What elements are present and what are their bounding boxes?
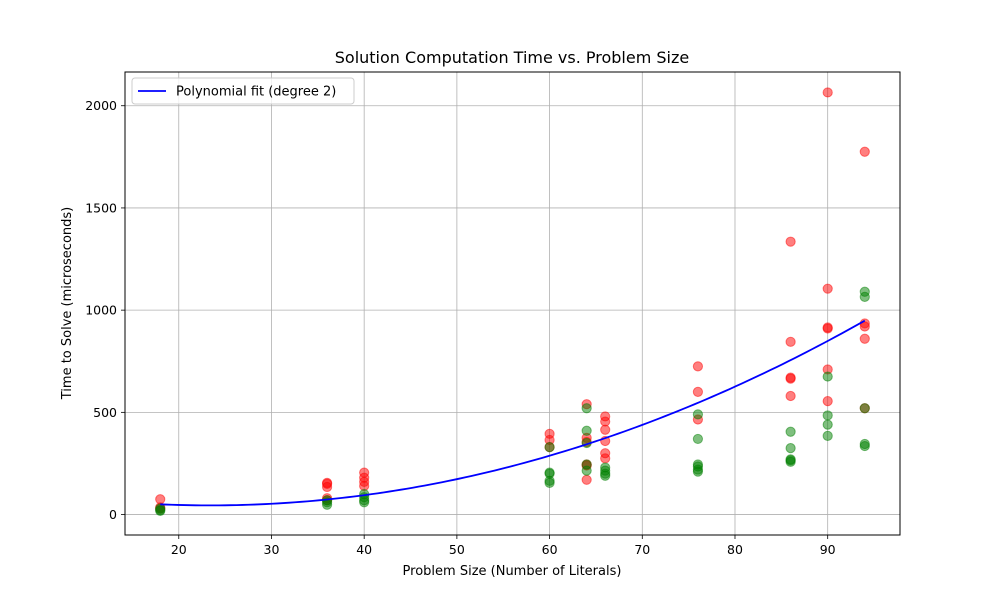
scatter-point-red <box>600 453 611 464</box>
scatter-point-green <box>581 425 592 436</box>
chart-title: Solution Computation Time vs. Problem Si… <box>335 48 689 67</box>
y-tick-label: 500 <box>93 405 117 420</box>
scatter-point-green <box>581 465 592 476</box>
x-tick-label: 30 <box>264 542 280 557</box>
scatter-point-green <box>692 409 704 420</box>
scatter-point-green <box>822 419 833 430</box>
scatter-point-red <box>581 474 592 485</box>
scatter-point-green <box>785 426 796 437</box>
scatter-point-red <box>600 424 611 435</box>
polynomial-fit-line <box>160 319 866 507</box>
scatter-point-red <box>859 333 870 344</box>
scatter-point-green <box>785 443 796 454</box>
scatter-point-red <box>785 236 796 247</box>
x-tick-label: 90 <box>820 542 836 557</box>
scatter-point-red <box>785 373 796 384</box>
plot-area <box>125 72 900 535</box>
scatter-point-green <box>155 505 166 516</box>
scatter-point-red <box>785 390 796 402</box>
scatter-point-red <box>692 386 704 398</box>
x-tick-label: 40 <box>356 542 372 557</box>
x-tick-label: 70 <box>634 542 650 557</box>
scatter-point-green <box>822 430 833 441</box>
scatter-point-green <box>822 410 833 421</box>
x-tick-label: 60 <box>542 542 558 557</box>
legend-box <box>131 77 355 105</box>
scatter-point-green <box>321 499 333 510</box>
scatter-point-green <box>544 442 555 453</box>
y-tick-label: 0 <box>109 507 117 522</box>
scatter-point-green <box>859 403 870 414</box>
scatter-point-red <box>321 481 333 493</box>
scatter-point-green <box>785 456 796 467</box>
axis-ticks: 20 30 40 50 60 70 80 90 0 500 1000 1500 2000 <box>85 98 836 557</box>
y-axis-label: Time to Solve (microseconds) <box>60 207 75 401</box>
scatter-point-red <box>785 336 796 347</box>
legend-label-fit: Polynomial fit (degree 2) <box>176 85 336 100</box>
scatter-point-green <box>600 470 611 481</box>
legend: Polynomial fit (degree 2) <box>131 77 355 105</box>
x-tick-label: 80 <box>727 542 743 557</box>
scatter-point-red <box>822 87 833 98</box>
y-tick-label: 1000 <box>85 303 117 318</box>
scatter-point-red <box>692 361 704 372</box>
scatter-point-green <box>859 440 870 452</box>
y-tick-label: 1500 <box>85 200 117 215</box>
scatter-point-green <box>859 291 870 302</box>
fit-layer <box>160 319 866 507</box>
scatter-point-red <box>859 146 870 157</box>
scatter-point-red <box>822 323 833 334</box>
x-axis-label: Problem Size (Number of Literals) <box>403 564 622 579</box>
scatter-point-green <box>692 466 704 477</box>
plot-frame <box>124 71 901 536</box>
x-tick-label: 20 <box>171 542 187 557</box>
y-tick-label: 2000 <box>85 98 117 113</box>
scatter-point-red <box>822 283 833 294</box>
scatter-point-green <box>822 371 833 382</box>
scatter-point-green <box>359 497 370 508</box>
scatter-point-green <box>692 433 704 445</box>
grid <box>125 72 900 535</box>
scatter-point-red <box>859 321 870 332</box>
scatter-point-red <box>822 396 833 407</box>
x-tick-label: 50 <box>449 542 465 557</box>
scatter-point-green <box>581 403 592 414</box>
scatter-point-green <box>544 477 555 488</box>
